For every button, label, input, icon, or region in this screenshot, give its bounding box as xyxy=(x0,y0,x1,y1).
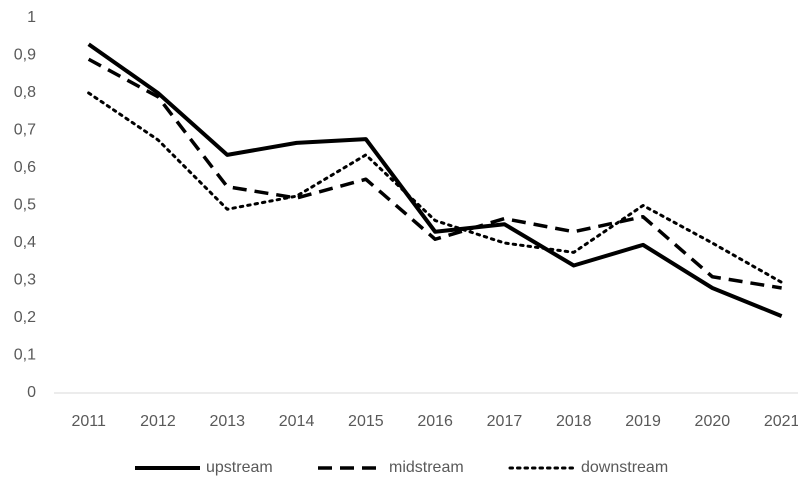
y-tick-label: 0,2 xyxy=(14,309,36,326)
y-tick-label: 0 xyxy=(27,384,36,401)
series-line xyxy=(87,57,782,290)
y-tick-label: 0,3 xyxy=(14,272,36,289)
x-tick-label: 2011 xyxy=(71,413,106,430)
y-tick-label: 1 xyxy=(27,9,36,26)
x-tick-label: 2021 xyxy=(764,413,798,430)
y-tick-label: 0,6 xyxy=(14,159,36,176)
series-line xyxy=(87,91,784,284)
x-tick-label: 2020 xyxy=(695,413,731,430)
x-tick-label: 2019 xyxy=(625,413,661,430)
x-tick-label: 2014 xyxy=(279,413,315,430)
x-tick-label: 2017 xyxy=(487,413,523,430)
x-tick-label: 2016 xyxy=(417,413,453,430)
legend-label: downstream xyxy=(581,459,668,476)
y-tick-label: 0,7 xyxy=(14,122,36,139)
y-tick-label: 0,4 xyxy=(14,234,36,251)
x-tick-label: 2012 xyxy=(140,413,176,430)
legend-label: midstream xyxy=(389,459,464,476)
x-tick-label: 2018 xyxy=(556,413,592,430)
y-tick-label: 0,9 xyxy=(14,47,36,64)
legend-label: upstream xyxy=(206,459,273,476)
y-tick-label: 0,1 xyxy=(14,347,36,364)
x-tick-label: 2013 xyxy=(209,413,245,430)
series-line xyxy=(87,42,783,318)
y-tick-label: 0,8 xyxy=(14,84,36,101)
x-tick-label: 2015 xyxy=(348,413,384,430)
y-tick-label: 0,5 xyxy=(14,197,36,214)
